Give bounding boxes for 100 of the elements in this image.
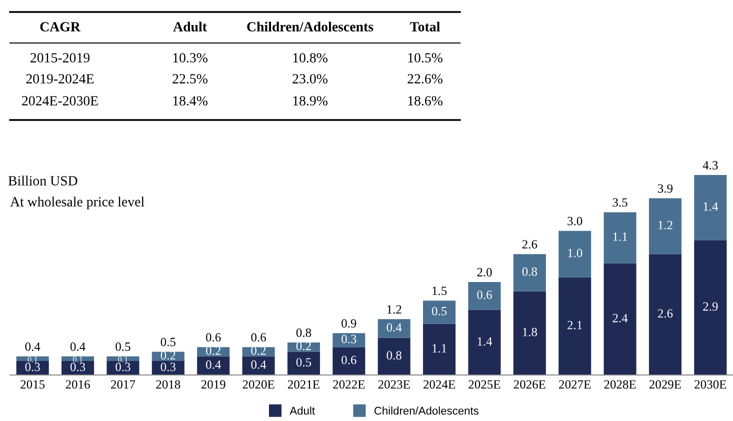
total-label: 2.6 xyxy=(522,240,538,249)
data-label: 0.8 xyxy=(386,351,402,360)
legend-label: Adult xyxy=(290,406,315,415)
total-label: 0.6 xyxy=(251,333,266,342)
data-label: 0.6 xyxy=(342,356,356,364)
x-tick-label: 2019 xyxy=(201,380,226,389)
bar xyxy=(423,324,456,375)
text: 23.0% xyxy=(292,74,328,84)
bar xyxy=(242,356,275,375)
text: 10.8% xyxy=(293,53,328,63)
total-label: 3.9 xyxy=(658,184,673,193)
total-label: 0.9 xyxy=(342,319,356,328)
data-label: 2.9 xyxy=(703,302,718,311)
text: 18.4% xyxy=(173,96,208,106)
data-label: 1.4 xyxy=(704,202,718,211)
text: 22.5% xyxy=(172,74,208,84)
data-label: 0.4 xyxy=(206,360,221,369)
data-label: 0.1 xyxy=(72,356,82,362)
total-label: 3.5 xyxy=(612,198,628,207)
text: 18.9% xyxy=(293,96,328,106)
total-label: 0.5 xyxy=(116,342,130,351)
x-tick-label: 2023E xyxy=(378,380,410,389)
bar xyxy=(152,361,184,375)
bar xyxy=(106,356,140,362)
total-label: 0.4 xyxy=(25,342,40,351)
data-label: 0.3 xyxy=(70,362,86,372)
bar xyxy=(423,300,456,324)
data-label: 1.4 xyxy=(478,337,492,346)
bar xyxy=(468,282,501,310)
data-label: 0.4 xyxy=(251,360,266,369)
bar xyxy=(648,254,682,375)
x-tick-label: 2018 xyxy=(156,380,180,389)
data-label: 1.8 xyxy=(522,328,537,336)
x-tick-label: 2015 xyxy=(20,380,45,389)
x-tick-label: 2029E xyxy=(649,380,681,389)
total-label: 2.0 xyxy=(477,268,492,276)
text: 22.6% xyxy=(408,74,442,84)
bar xyxy=(604,263,636,375)
bar xyxy=(152,352,184,362)
x-tick-label: 2024E xyxy=(424,380,455,389)
bar xyxy=(242,347,275,356)
bar xyxy=(378,319,410,338)
data-label: 1.1 xyxy=(432,344,446,353)
text: 10.5% xyxy=(408,53,442,63)
data-label: 0.2 xyxy=(160,351,176,360)
bar xyxy=(513,254,546,292)
bar xyxy=(513,291,546,375)
total-label: 0.6 xyxy=(206,333,221,342)
total-label: 1.2 xyxy=(387,305,402,314)
data-label: 0.3 xyxy=(160,362,176,372)
x-tick-label: 2016 xyxy=(66,380,90,389)
data-label: 0.4 xyxy=(386,323,402,332)
total-label: 0.4 xyxy=(70,342,86,351)
data-label: 0.3 xyxy=(25,362,40,372)
bar xyxy=(468,310,501,375)
text: 18.6% xyxy=(408,96,442,106)
bar xyxy=(332,347,366,375)
total-label: 0.5 xyxy=(160,338,176,346)
total-label: 4.3 xyxy=(702,161,718,170)
text: Total xyxy=(410,22,440,32)
bar xyxy=(558,277,592,375)
bar xyxy=(648,198,682,254)
data-label: 2.4 xyxy=(612,314,628,322)
data-label: 1.1 xyxy=(613,232,628,241)
x-tick-label: 2026E xyxy=(514,380,546,389)
total-label: 0.8 xyxy=(296,328,312,337)
x-tick-label: 2027E xyxy=(559,380,591,389)
y-axis-title: Billion USD xyxy=(8,176,78,186)
bar xyxy=(558,230,592,278)
total-label: 1.5 xyxy=(432,286,447,296)
total-label: 3.0 xyxy=(568,216,582,226)
text: 10.3% xyxy=(173,53,208,63)
text: 2024E-2030E xyxy=(22,96,98,106)
bar xyxy=(378,338,410,375)
x-tick-label: 2021E xyxy=(288,380,320,389)
legend-label: Children/Adolescents xyxy=(374,406,478,415)
text: At wholesale price level xyxy=(10,196,144,210)
x-tick-label: 2017 xyxy=(111,380,136,389)
data-label: 0.1 xyxy=(118,356,128,362)
data-label: 1.0 xyxy=(568,248,582,258)
text: 2015-2019 xyxy=(30,53,90,62)
bar xyxy=(197,347,230,356)
data-label: 2.1 xyxy=(568,320,582,330)
data-label: 0.3 xyxy=(116,362,130,372)
x-tick-label: 2028E xyxy=(604,380,636,389)
text: CAGR xyxy=(40,22,81,32)
x-tick-label: 2022E xyxy=(333,380,365,389)
text: 2019-2024E xyxy=(26,74,94,84)
bar xyxy=(694,240,727,375)
text: Children/Adolescents xyxy=(247,22,374,32)
text: Adult xyxy=(173,22,207,32)
bar xyxy=(16,356,49,362)
data-label: 2.6 xyxy=(658,309,673,318)
data-label: 0.8 xyxy=(522,267,537,276)
bar xyxy=(332,333,366,348)
data-label: 0.1 xyxy=(28,356,38,362)
data-label: 0.3 xyxy=(342,334,356,344)
data-label: 0.5 xyxy=(296,358,312,367)
x-tick-label: 2030E xyxy=(694,380,726,389)
data-label: 0.6 xyxy=(477,290,492,300)
